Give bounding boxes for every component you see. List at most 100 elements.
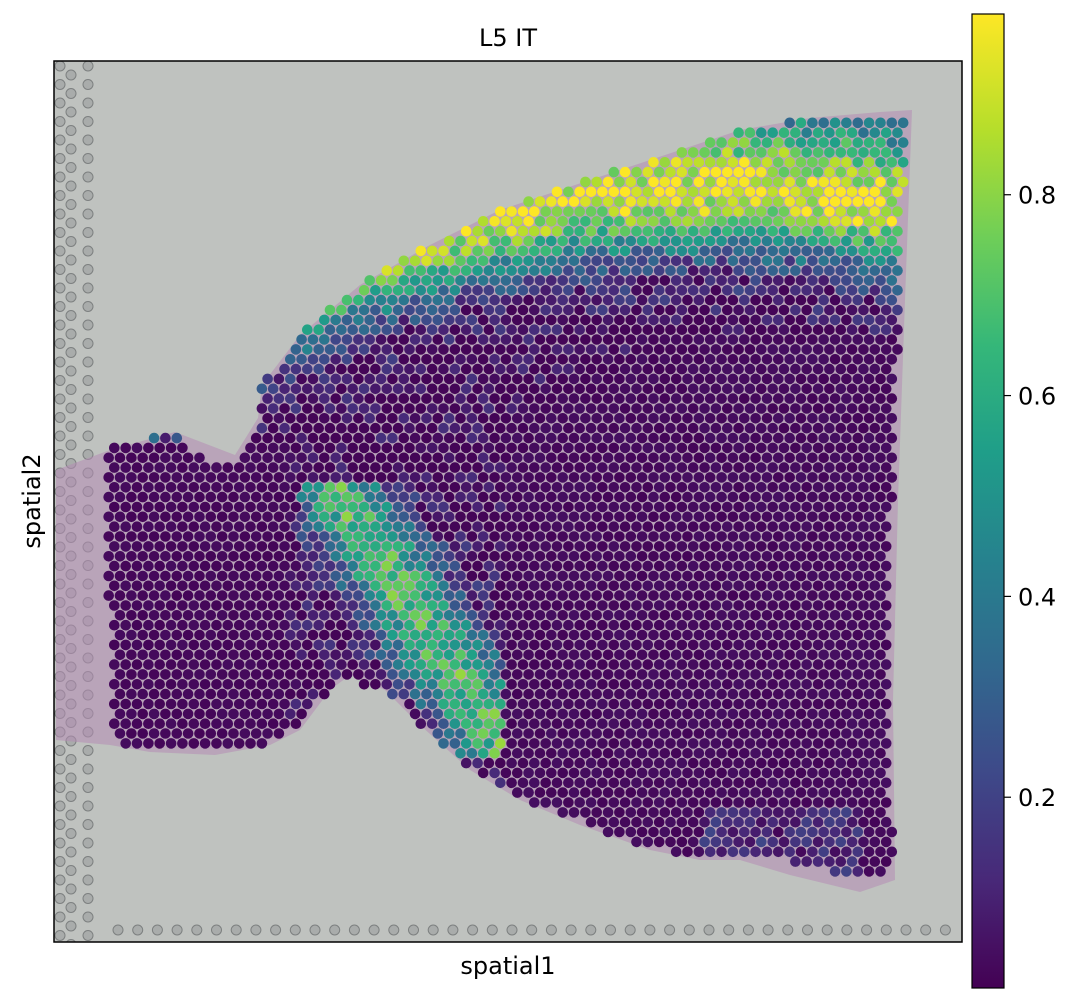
spot [722, 816, 733, 828]
spot [216, 590, 228, 601]
spot [693, 629, 705, 641]
spot [540, 541, 551, 552]
spot [426, 560, 438, 572]
spot [761, 531, 773, 542]
spot [563, 403, 574, 414]
spot [670, 314, 682, 326]
spot [449, 462, 461, 473]
spot [835, 560, 847, 572]
spot [778, 422, 790, 434]
spot [160, 649, 171, 661]
spot [160, 629, 171, 641]
spot [495, 580, 506, 592]
spot [250, 590, 262, 601]
spot [750, 393, 761, 404]
spot [353, 610, 364, 621]
spot [676, 836, 688, 848]
spot [375, 314, 387, 326]
spot [761, 570, 773, 582]
spot [699, 344, 710, 355]
spot [205, 629, 217, 641]
spot [835, 482, 847, 493]
spot [273, 472, 285, 483]
spot [841, 373, 852, 385]
spot [608, 462, 620, 473]
spot [824, 501, 835, 513]
spot [676, 462, 688, 473]
spot [585, 600, 597, 611]
spot [409, 255, 421, 267]
spot [131, 679, 143, 690]
spot [137, 728, 148, 739]
spot [194, 491, 205, 503]
spot [364, 472, 376, 483]
spot [415, 501, 427, 513]
spot [670, 511, 682, 523]
fiducial-spot [82, 208, 94, 220]
spot [614, 491, 625, 503]
spot [665, 206, 676, 217]
spot [807, 629, 818, 641]
spot [614, 649, 625, 661]
spot [750, 688, 761, 700]
spot [869, 541, 881, 552]
spot [262, 629, 273, 641]
spot [710, 600, 722, 611]
spot [574, 757, 585, 769]
spot [375, 590, 387, 601]
spot [659, 491, 671, 503]
spot [483, 738, 495, 749]
spot [795, 176, 807, 188]
spot [602, 610, 614, 621]
spot [483, 363, 495, 375]
spot [653, 403, 665, 414]
spot [267, 679, 279, 690]
spot [426, 265, 438, 276]
spot [665, 679, 676, 690]
spot [517, 225, 529, 237]
spot [126, 551, 137, 562]
spot [591, 472, 602, 483]
spot [126, 452, 137, 464]
spot [387, 551, 398, 562]
spot [727, 452, 739, 464]
spot [722, 462, 733, 473]
spot [472, 324, 483, 336]
spot [636, 511, 648, 523]
spot [517, 738, 529, 749]
spot [495, 777, 506, 789]
spot [336, 541, 347, 552]
spot [523, 472, 534, 483]
spot [716, 511, 727, 523]
spot [812, 560, 824, 572]
spot [160, 491, 171, 503]
spot [426, 245, 438, 257]
spot [818, 491, 829, 503]
spot [489, 235, 500, 247]
spot [370, 560, 381, 572]
spot [245, 659, 256, 670]
spot [858, 619, 869, 631]
spot [812, 718, 824, 729]
spot [239, 570, 251, 582]
fiducial-spot [54, 430, 66, 442]
spot [381, 580, 393, 592]
spot [580, 432, 591, 444]
spot [687, 265, 699, 276]
spot [750, 196, 761, 207]
spot [154, 462, 165, 473]
spot [841, 767, 852, 779]
spot [347, 659, 359, 670]
spot [228, 669, 239, 680]
fiducial-spot [82, 430, 94, 442]
fiducial-spot [388, 924, 400, 936]
spot [790, 777, 801, 789]
spot [398, 354, 410, 365]
fiducial-spot [82, 412, 94, 423]
spot [432, 669, 444, 680]
spot [739, 196, 750, 207]
spot [233, 462, 245, 473]
spot [432, 688, 444, 700]
spot [455, 669, 466, 680]
spot [722, 285, 733, 296]
